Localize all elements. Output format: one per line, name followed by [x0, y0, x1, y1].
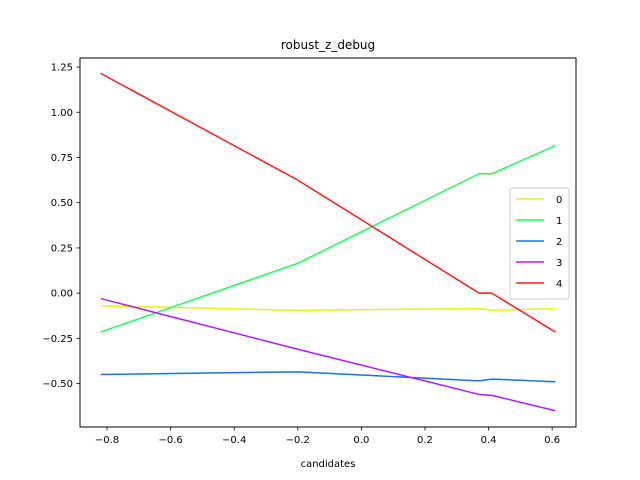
- y-tick-label: 0.25: [51, 243, 73, 254]
- y-tick-label: 0.50: [51, 198, 73, 209]
- legend-label-4: 4: [556, 279, 562, 290]
- legend-label-0: 0: [556, 195, 562, 206]
- x-tick-label: −0.2: [286, 435, 310, 446]
- legend-box: [509, 187, 570, 300]
- series-line-0: [100, 305, 556, 312]
- legend-label-2: 2: [556, 237, 562, 248]
- legend-label-1: 1: [556, 216, 562, 227]
- series-line-4: [100, 72, 556, 333]
- series-line-3: [100, 297, 556, 412]
- series-line-2: [100, 371, 556, 383]
- y-axis-ticks: −0.50 −0.25 0.00 0.25 0.50 0.75 1.00 1.25: [42, 63, 80, 390]
- plot-frame: [79, 57, 577, 428]
- y-tick-label: 0.00: [51, 289, 73, 300]
- x-axis-ticks: −0.8 −0.6 −0.4 −0.2 0.0 0.2 0.4 0.6: [95, 427, 560, 446]
- x-tick-label: −0.8: [95, 435, 119, 446]
- legend-label-3: 3: [556, 258, 562, 269]
- x-axis-label: candidates: [301, 459, 356, 470]
- y-tick-label: 1.25: [51, 63, 73, 74]
- x-tick-label: −0.4: [222, 435, 246, 446]
- y-tick-label: −0.50: [42, 379, 73, 390]
- chart-title: robust_z_debug: [281, 38, 375, 52]
- plot-lines: [100, 72, 556, 412]
- x-tick-label: 0.0: [353, 435, 369, 446]
- y-tick-label: −0.25: [42, 334, 73, 345]
- y-tick-label: 1.00: [51, 108, 73, 119]
- y-tick-label: 0.75: [51, 153, 73, 164]
- x-tick-label: 0.6: [544, 435, 560, 446]
- x-tick-label: 0.4: [481, 435, 497, 446]
- x-tick-label: 0.2: [417, 435, 433, 446]
- x-tick-label: −0.6: [158, 435, 182, 446]
- legend: 0 1 2 3 4: [509, 187, 570, 300]
- series-line-1: [100, 145, 556, 333]
